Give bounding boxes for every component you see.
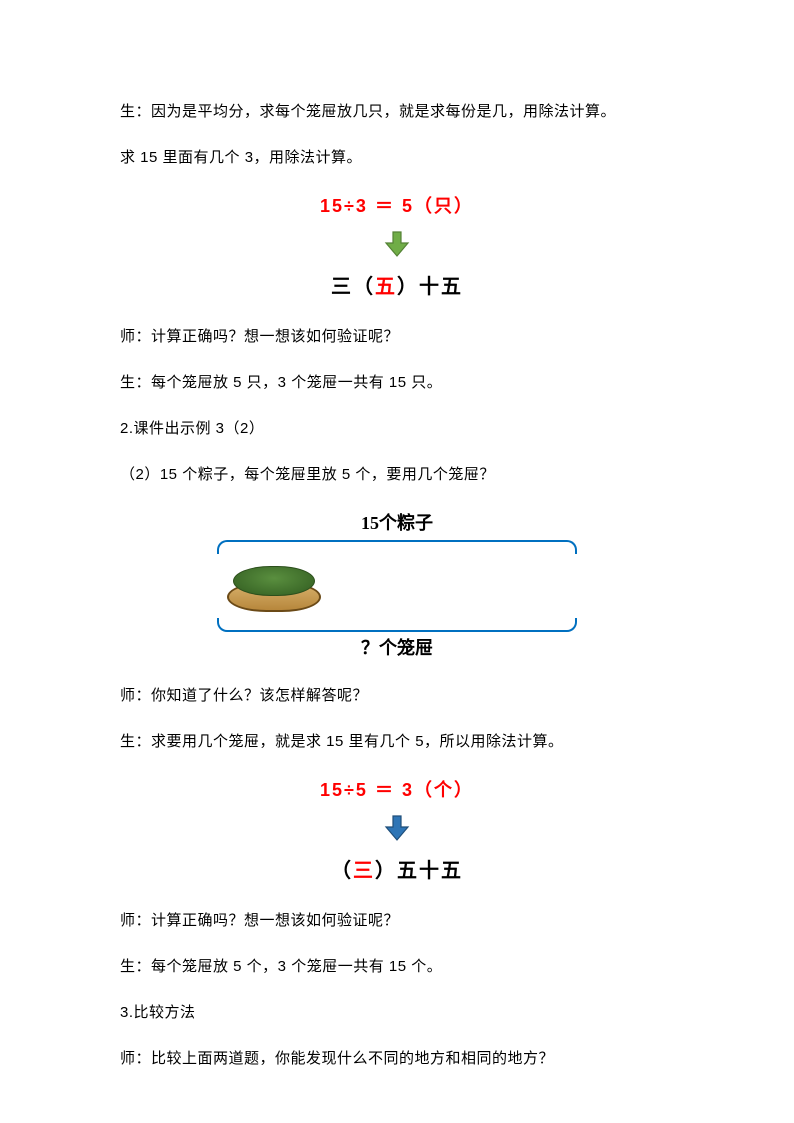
paragraph: 师：比较上面两道题，你能发现什么不同的地方和相同的地方？	[120, 1047, 674, 1071]
bracket-top-row	[217, 540, 577, 558]
bracket-bottom-row	[217, 614, 577, 632]
mnemonic-2: （三）五十五	[120, 855, 674, 887]
paragraph: 3.比较方法	[120, 1001, 674, 1025]
mnemonic-mid: 五	[375, 276, 397, 298]
mnemonic-pre: （	[331, 860, 353, 882]
paragraph: 师：计算正确吗？想一想该如何验证呢？	[120, 909, 674, 933]
paragraph: 生：每个笼屉放 5 只，3 个笼屉一共有 15 只。	[120, 371, 674, 395]
paragraph: 师：你知道了什么？该怎样解答呢？	[120, 684, 674, 708]
curly-bracket-bottom	[217, 618, 577, 632]
diagram-question: ？个笼屉	[217, 634, 577, 663]
diagram: 15个粽子 ？个笼屉	[217, 509, 577, 663]
curly-bracket-top	[217, 540, 577, 554]
diagram-image-row	[217, 558, 577, 614]
mnemonic-post: ）五十五	[375, 860, 463, 882]
paragraph: 2.课件出示例 3（2）	[120, 417, 674, 441]
mnemonic-pre: 三（	[331, 276, 375, 298]
paragraph: 生：每个笼屉放 5 个，3 个笼屉一共有 15 个。	[120, 955, 674, 979]
paragraph: 师：计算正确吗？想一想该如何验证呢？	[120, 325, 674, 349]
paragraph: 求 15 里面有几个 3，用除法计算。	[120, 146, 674, 170]
equation-text: 15÷5 ＝ 3（个）	[320, 780, 474, 800]
paragraph: （2）15 个粽子，每个笼屉里放 5 个，要用几个笼屉？	[120, 463, 674, 487]
equation-block-2: 15÷5 ＝ 3（个）	[120, 776, 674, 805]
arrow-down-icon	[382, 813, 412, 843]
zongzi-pile	[233, 566, 315, 596]
paragraph: 生：求要用几个笼屉，就是求 15 里有几个 5，所以用除法计算。	[120, 730, 674, 754]
arrow-down-icon	[382, 229, 412, 259]
mnemonic-mid: 三	[353, 860, 375, 882]
arrow-down-green	[120, 229, 674, 267]
diagram-title: 15个粽子	[217, 509, 577, 538]
mnemonic-post: ）十五	[397, 276, 463, 298]
zongzi-steamer-icon	[227, 560, 321, 612]
arrow-down-blue	[120, 813, 674, 851]
equation-text: 15÷3 ＝ 5（只）	[320, 196, 474, 216]
paragraph: 生：因为是平均分，求每个笼屉放几只，就是求每份是几，用除法计算。	[120, 100, 674, 124]
equation-block-1: 15÷3 ＝ 5（只）	[120, 192, 674, 221]
mnemonic-1: 三（五）十五	[120, 271, 674, 303]
